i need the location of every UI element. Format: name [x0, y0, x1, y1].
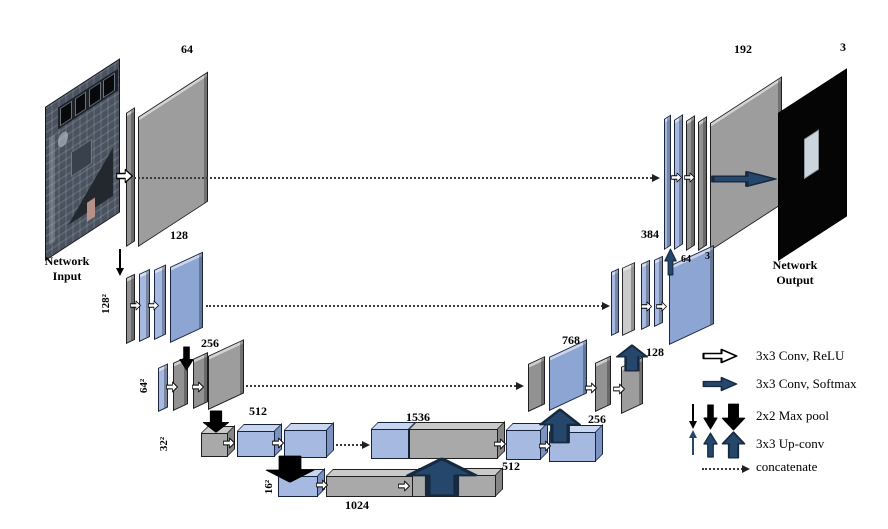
legend-conv-relu-label: 3x3 Conv, ReLU — [756, 348, 845, 363]
dec1-feature-slab — [698, 116, 707, 251]
bottleneck-label: 1024 — [345, 498, 369, 512]
dec1-feature-slab — [686, 115, 695, 251]
dec2-feature-slab — [611, 268, 619, 336]
upconv-arrow — [664, 248, 677, 276]
enc1-label: 64 — [181, 42, 193, 56]
legend-conv-relu-arrow-icon — [702, 348, 738, 364]
concatenate-line-row3 — [246, 382, 524, 390]
upconv3-channels-label: 256 — [588, 412, 606, 426]
conv-relu-arrow — [671, 172, 682, 183]
conv-relu-arrow — [148, 300, 159, 311]
size3-label: 64² — [138, 378, 150, 394]
upconv2-channels-label: 128 — [646, 345, 664, 359]
dec1-feature-slab — [664, 114, 671, 250]
legend-maxpool-large-icon — [721, 403, 746, 431]
legend-conv-softmax-arrow-icon — [702, 376, 738, 392]
dec2-skip-slab — [622, 261, 635, 336]
dec2-feature-slab — [654, 255, 663, 327]
size4-label: 32² — [158, 436, 170, 452]
network-output-caption-line2: Output — [776, 273, 814, 287]
maxpool-arrow — [179, 346, 194, 371]
conv-relu-arrow — [656, 301, 667, 312]
legend-concatenate-label: concatenate — [756, 459, 818, 474]
upconv-arrow — [538, 408, 582, 444]
legend-upconv-large-icon — [721, 431, 746, 459]
conv-relu-arrow — [192, 381, 204, 393]
enc2-label: 128 — [170, 228, 188, 242]
conv-relu-arrow — [316, 479, 328, 491]
concatenate-line-row2 — [206, 302, 610, 310]
enc1-feature-slab — [138, 71, 208, 247]
legend-upconv-small-icon — [703, 432, 718, 458]
dec2-feature-slab — [641, 259, 650, 330]
legend-upconv-line-icon — [688, 430, 697, 455]
dec4-feature-box — [506, 422, 548, 460]
conv-relu-arrow — [272, 437, 284, 449]
network-output-caption: Network Output — [756, 258, 834, 288]
network-input-caption-line2: Input — [52, 269, 82, 283]
size5-label: 16² — [263, 479, 275, 495]
enc3-label: 256 — [201, 336, 219, 350]
maxpool-arrow — [202, 410, 230, 433]
concatenate-line-row4 — [336, 441, 370, 449]
concatenate-line-row1 — [134, 174, 660, 182]
conv-relu-arrow — [684, 172, 695, 183]
output-defect-region — [804, 129, 820, 180]
dec3-feature-slab — [549, 339, 587, 411]
network-input-caption-line1: Network — [44, 254, 90, 268]
upconv-arrow — [404, 457, 480, 497]
enc4-feature-box — [284, 422, 334, 458]
size2-label: 128² — [100, 294, 112, 314]
network-output-image — [778, 68, 847, 261]
dec4-label: 1536 — [406, 410, 430, 424]
maxpool-arrow — [115, 249, 124, 276]
enc4-feature-box — [237, 423, 282, 457]
legend-conv-softmax-label: 3x3 Conv, Softmax — [756, 376, 857, 391]
upconv4-channels-label: 512 — [502, 459, 520, 473]
conv-relu-arrow — [641, 301, 652, 312]
network-input-caption: Network Input — [28, 254, 106, 284]
network-input-image — [45, 58, 120, 261]
dec4-skip-box — [409, 421, 505, 459]
upconv1-channels-label: 64 — [681, 254, 691, 265]
conv-relu-arrow — [130, 300, 141, 311]
conv-softmax-arrow — [710, 170, 778, 188]
output-channels-label: 3 — [840, 40, 846, 54]
dec3-feature-slab — [595, 355, 611, 412]
conv-relu-arrow — [585, 382, 597, 394]
upconv-arrow — [615, 344, 649, 372]
dec1-feature-slab — [710, 76, 782, 252]
enc2-feature-slab — [170, 251, 203, 343]
dec2-channels-label: 3 — [705, 251, 710, 262]
legend-maxpool-label: 2x2 Max pool — [756, 408, 829, 423]
conv-relu-arrow — [116, 168, 133, 184]
legend-maxpool-line-icon — [688, 404, 697, 429]
dec4-feature-box — [371, 422, 416, 459]
legend-maxpool-small-icon — [703, 404, 718, 430]
enc4-label: 512 — [249, 404, 267, 418]
network-output-caption-line1: Network — [772, 258, 818, 272]
legend-concatenate-line-icon — [702, 465, 750, 473]
dec2-label: 384 — [641, 227, 659, 241]
conv-relu-arrow — [494, 438, 506, 450]
conv-relu-arrow — [166, 381, 178, 393]
dec3-label: 768 — [562, 333, 580, 347]
conv-relu-arrow — [223, 437, 235, 449]
legend-upconv-label: 3x3 Up-conv — [756, 436, 825, 451]
conv-relu-arrow — [613, 383, 625, 395]
dec3-skip-slab — [528, 356, 545, 412]
dec1-label: 192 — [734, 42, 752, 56]
pcb-strip — [48, 134, 56, 246]
